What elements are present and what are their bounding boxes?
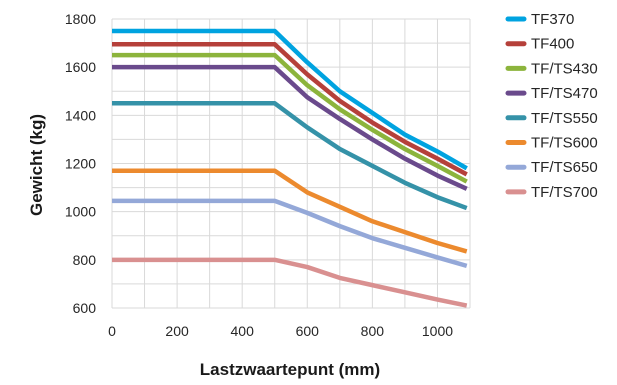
legend-label: TF/TS550 — [531, 110, 598, 127]
series-line-tf-ts650 — [112, 198, 468, 269]
legend-label: TF/TS430 — [531, 60, 598, 77]
legend-label: TF/TS470 — [531, 85, 598, 102]
series-line-tf-ts600 — [112, 168, 468, 254]
series-line-tf-ts700 — [112, 257, 468, 308]
legend-label: TF/TS600 — [531, 135, 598, 152]
legend-label: TF/TS650 — [531, 159, 598, 176]
series-line-tf-ts430 — [112, 52, 468, 184]
series-line-tf370 — [112, 28, 468, 171]
y-tick-label: 1400 — [65, 107, 96, 123]
series-line-tf-ts470 — [112, 64, 468, 191]
legend-label: TF370 — [531, 11, 574, 28]
x-axis-ticks: 0 200 400 600 800 1000 — [108, 323, 453, 339]
y-tick-label: 1800 — [65, 11, 96, 27]
y-axis-ticks: 600 800 1000 1200 1400 1600 1800 — [65, 11, 96, 316]
x-tick-label: 0 — [108, 323, 116, 339]
x-tick-label: 1000 — [422, 323, 453, 339]
y-tick-label: 1200 — [65, 156, 96, 172]
series-line-tf400 — [112, 42, 468, 177]
x-tick-label: 600 — [296, 323, 320, 339]
x-axis-title: Lastzwaartepunt (mm) — [200, 360, 380, 379]
legend: TF370 TF400 TF/TS430 TF/TS470 TF/TS550 TF/TS6… — [505, 11, 598, 201]
y-tick-label: 1600 — [65, 59, 96, 75]
y-tick-label: 800 — [73, 252, 97, 268]
y-tick-label: 1000 — [65, 204, 96, 220]
legend-label: TF400 — [531, 36, 574, 53]
series-lines — [112, 28, 468, 308]
x-tick-label: 200 — [165, 323, 189, 339]
y-axis-title: Gewicht (kg) — [27, 114, 46, 216]
series-line-tf-ts550 — [112, 101, 468, 211]
legend-label: TF/TS700 — [531, 184, 598, 201]
x-tick-label: 400 — [231, 323, 255, 339]
x-tick-label: 800 — [361, 323, 385, 339]
y-tick-label: 600 — [73, 300, 97, 316]
